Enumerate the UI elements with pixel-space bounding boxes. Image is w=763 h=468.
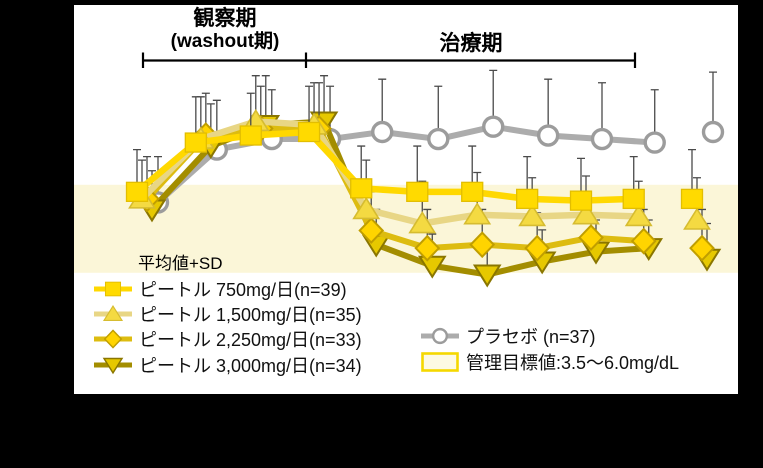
treatment-period-label: 治療期 bbox=[439, 32, 503, 55]
legend-label-1500mg: ピートル 1,500mg/日(n=35) bbox=[139, 305, 362, 326]
legend-marker-750mg-square-icon bbox=[94, 281, 132, 296]
legend-marker-placebo-circle-icon bbox=[421, 327, 459, 345]
legend-marker-3000mg-triangle-down-icon bbox=[94, 357, 132, 375]
mean-sd-label: 平均値+SD bbox=[138, 254, 223, 273]
legend-label-target-range: 管理目標値:3.5～6.0mg/dL bbox=[466, 353, 680, 373]
legend-label-placebo: プラセボ (n=37) bbox=[466, 327, 596, 347]
legend-marker-1500mg-triangle-icon bbox=[94, 305, 132, 322]
legend-target-range-swatch-icon bbox=[421, 352, 459, 372]
legend-item-2250mg: ピートル 2,250mg/日(n=33) bbox=[94, 327, 362, 352]
legend-item-placebo: プラセボ (n=37) bbox=[421, 323, 679, 349]
observation-period-title: 観察期 bbox=[193, 7, 257, 30]
legend-label-750mg: ピートル 750mg/日(n=39) bbox=[139, 279, 347, 300]
observation-period-label: 観察期 (washout期) bbox=[120, 7, 330, 52]
legend-label-3000mg: ピートル 3,000mg/日(n=34) bbox=[139, 355, 362, 376]
legend-left-column: ピートル 750mg/日(n=39) ピートル 1,500mg/日(n=35) … bbox=[94, 276, 362, 378]
washout-subtitle: (washout期) bbox=[170, 30, 280, 52]
legend-right-column: プラセボ (n=37) 管理目標値:3.5～6.0mg/dL bbox=[421, 323, 679, 375]
legend-item-3000mg: ピートル 3,000mg/日(n=34) bbox=[94, 352, 362, 377]
legend-marker-2250mg-diamond-icon bbox=[94, 329, 132, 350]
legend-item-target-range: 管理目標値:3.5～6.0mg/dL bbox=[421, 349, 679, 375]
legend-item-1500mg: ピートル 1,500mg/日(n=35) bbox=[94, 301, 362, 326]
legend-label-2250mg: ピートル 2,250mg/日(n=33) bbox=[139, 330, 362, 351]
legend-item-750mg: ピートル 750mg/日(n=39) bbox=[94, 276, 362, 301]
